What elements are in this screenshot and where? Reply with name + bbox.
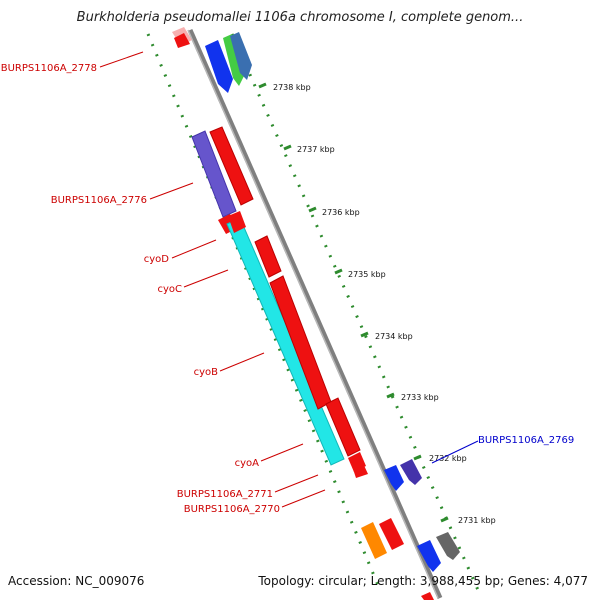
gene-label[interactable]: cyoA [235,458,260,469]
leader-line-blue [431,440,479,464]
topology-text: Topology: circular; Length: 3,988,455 bp… [258,574,588,588]
map-title: Burkholderia pseudomallei 1106a chromoso… [76,10,524,25]
leader-line [281,489,326,508]
accession-text: Accession: NC_009076 [8,574,145,588]
gene-arrow-red[interactable] [421,592,434,600]
gene-label-blue[interactable]: BURPS1106A_2769 [478,435,574,446]
leader-line [219,352,265,372]
major-tick [440,516,449,523]
gene-burps1106a-2769-b[interactable] [400,459,422,485]
major-tick [360,331,369,338]
kbp-label: 2734 kbp [375,332,413,341]
kbp-label: 2731 kbp [458,516,496,525]
backbone-highlight [187,29,439,599]
gene-burps1106a-2776[interactable] [191,130,237,218]
gene-cyoc[interactable] [254,235,282,278]
gene-arrow-blue[interactable] [205,40,233,93]
gene-label[interactable]: BURPS1106A_2776 [51,195,147,206]
leader-line [171,239,217,259]
left-guide-track [146,33,382,591]
kbp-label: 2735 kbp [348,270,386,279]
gene-label[interactable]: cyoB [194,367,219,378]
kbp-label: 2738 kbp [273,83,311,92]
kbp-label: 2736 kbp [322,208,360,217]
gene-label[interactable]: cyoD [144,254,170,265]
gene-arrow-orange[interactable] [361,522,387,559]
leader-line [183,269,229,288]
gene-arrow-red[interactable] [174,33,190,48]
major-tick [386,392,395,399]
gene-arrow-red[interactable] [209,126,254,206]
gene-burps1106a-2769-a[interactable] [384,465,404,491]
kbp-label: 2737 kbp [297,145,335,154]
right-guide-track [230,33,480,591]
kbp-major-ticks [258,82,449,523]
gene-label[interactable]: BURPS1106A_2771 [177,489,273,500]
major-tick [283,144,292,151]
gene-label[interactable]: BURPS1106A_2778 [1,63,97,74]
leader-line [260,443,304,462]
gene-cyoa[interactable] [325,397,361,457]
gene-label[interactable]: cyoC [157,284,182,295]
gene-arrow-red[interactable] [379,518,404,550]
leader-line [149,182,194,200]
major-tick [413,454,422,461]
gene-cyod[interactable] [228,211,246,233]
leader-line [274,474,319,493]
forward-strand-genes [205,32,460,572]
gene-label[interactable]: BURPS1106A_2770 [184,504,280,515]
gene-burps1106a-2770[interactable] [352,461,368,478]
kbp-label: 2733 kbp [401,393,439,402]
major-tick [334,268,343,275]
gene-arrow-gray[interactable] [436,532,460,560]
leader-line [99,51,144,68]
gene-arrow-steel[interactable] [230,32,252,80]
major-tick [258,82,267,89]
reverse-strand-genes [172,27,434,600]
kbp-label: 2732 kbp [429,454,467,463]
gene-arrow-blue[interactable] [417,540,441,572]
major-tick [308,206,317,213]
chromosome-backbone [187,28,443,600]
